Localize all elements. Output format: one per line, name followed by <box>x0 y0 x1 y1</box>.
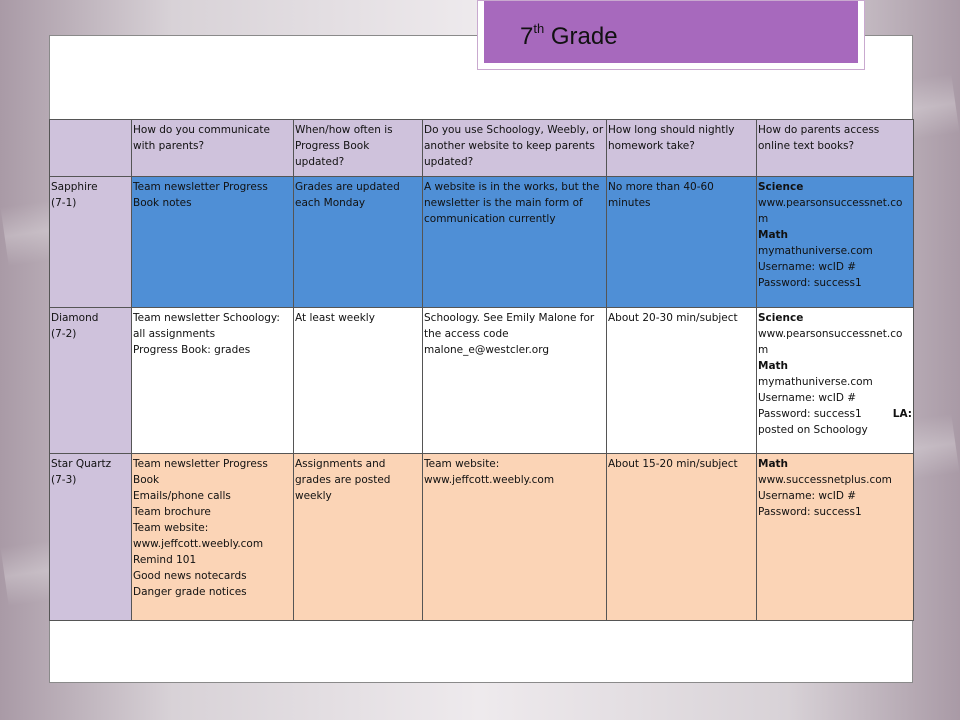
website-cell: Schoology. See Emily Malone for the acce… <box>422 307 607 454</box>
table-header-row: How do you communicate with parents? Whe… <box>49 119 914 177</box>
team-name: Star Quartz <box>51 458 112 470</box>
title-bar: 7th Grade <box>484 1 858 63</box>
table-row-diamond: Diamond (7-2) Team newsletter Schoology:… <box>49 307 914 454</box>
team-code: (7-1) <box>51 197 77 209</box>
la-label: LA: <box>892 408 912 420</box>
communicate-cell: Team newsletter Schoology: all assignmen… <box>131 307 294 454</box>
homework-cell: About 20-30 min/subject <box>606 307 757 454</box>
communicate-text: Team brochure <box>133 506 211 518</box>
la-note: posted on Schoology <box>758 424 868 436</box>
table-row-star-quartz: Star Quartz (7-3) Team newsletter Progre… <box>49 453 914 621</box>
team-code: (7-3) <box>51 474 77 486</box>
password-text: Password: success1 <box>758 277 862 289</box>
math-label: Math <box>758 360 789 372</box>
title-box: 7th Grade <box>477 0 865 70</box>
team-code: (7-2) <box>51 328 77 340</box>
communicate-cell: Team newsletter Progress Book Emails/pho… <box>131 453 294 621</box>
website-cell: A website is in the works, but the newsl… <box>422 176 607 308</box>
username-text: Username: wcID # <box>758 490 857 502</box>
textbooks-cell: Math www.successnetplus.com Username: wc… <box>756 453 914 621</box>
table-row-sapphire: Sapphire (7-1) Team newsletter Progress … <box>49 176 914 308</box>
math-link[interactable]: mymathuniverse.com <box>758 376 873 388</box>
homework-cell: About 15-20 min/subject <box>606 453 757 621</box>
math-label: Math <box>758 229 789 241</box>
team-name: Diamond <box>51 312 99 324</box>
communicate-text: Team website: www.jeffcott.weebly.com <box>133 522 264 550</box>
username-text: Username: wcID # <box>758 392 857 404</box>
table-header-cell: How do you communicate with parents? <box>131 119 294 177</box>
team-name-cell: Sapphire (7-1) <box>49 176 132 308</box>
communicate-cell: Team newsletter Progress Book notes <box>131 176 294 308</box>
username-text: Username: wcID # <box>758 261 857 273</box>
team-name-cell: Diamond (7-2) <box>49 307 132 454</box>
math-link[interactable]: mymathuniverse.com <box>758 245 873 257</box>
team-name: Sapphire <box>51 181 98 193</box>
password-la-line: Password: success1 LA: <box>758 406 912 422</box>
team-name-cell: Star Quartz (7-3) <box>49 453 132 621</box>
website-text: Schoology. See Emily Malone for the acce… <box>424 312 595 340</box>
science-link[interactable]: www.pearsonsuccessnet.co m <box>758 197 903 225</box>
progress-book-cell: At least weekly <box>293 307 423 454</box>
science-label: Science <box>758 181 804 193</box>
communicate-text: Emails/phone calls <box>133 490 231 502</box>
communicate-text: Team newsletter Progress Book <box>133 458 268 486</box>
science-label: Science <box>758 312 804 324</box>
progress-book-cell: Assignments and grades are posted weekly <box>293 453 423 621</box>
communicate-text: Danger grade notices <box>133 586 247 598</box>
table-header-cell: How long should nightly homework take? <box>606 119 757 177</box>
table-header-cell: Do you use Schoology, Weebly, or another… <box>422 119 607 177</box>
table-header-cell <box>49 119 132 177</box>
password-text: Password: success1 <box>758 408 862 420</box>
science-link[interactable]: www.pearsonsuccessnet.co m <box>758 328 903 356</box>
homework-cell: No more than 40-60 minutes <box>606 176 757 308</box>
communicate-text: Good news notecards <box>133 570 247 582</box>
page-title: 7th Grade <box>520 21 618 50</box>
table-header-cell: How do parents access online text books? <box>756 119 914 177</box>
communicate-text: Progress Book: grades <box>133 344 251 356</box>
math-link[interactable]: www.successnetplus.com <box>758 474 892 486</box>
table-header-cell: When/how often is Progress Book updated? <box>293 119 423 177</box>
password-text: Password: success1 <box>758 506 862 518</box>
communicate-text: Team newsletter Schoology: all assignmen… <box>133 312 280 340</box>
communicate-text: Remind 101 <box>133 554 197 566</box>
info-table: How do you communicate with parents? Whe… <box>49 119 914 621</box>
email-link[interactable]: malone_e@westcler.org <box>424 344 550 356</box>
textbooks-cell: Science www.pearsonsuccessnet.co m Math … <box>756 176 914 308</box>
progress-book-cell: Grades are updated each Monday <box>293 176 423 308</box>
textbooks-cell: Science www.pearsonsuccessnet.co m Math … <box>756 307 914 454</box>
math-label: Math <box>758 458 789 470</box>
website-cell: Team website: www.jeffcott.weebly.com <box>422 453 607 621</box>
